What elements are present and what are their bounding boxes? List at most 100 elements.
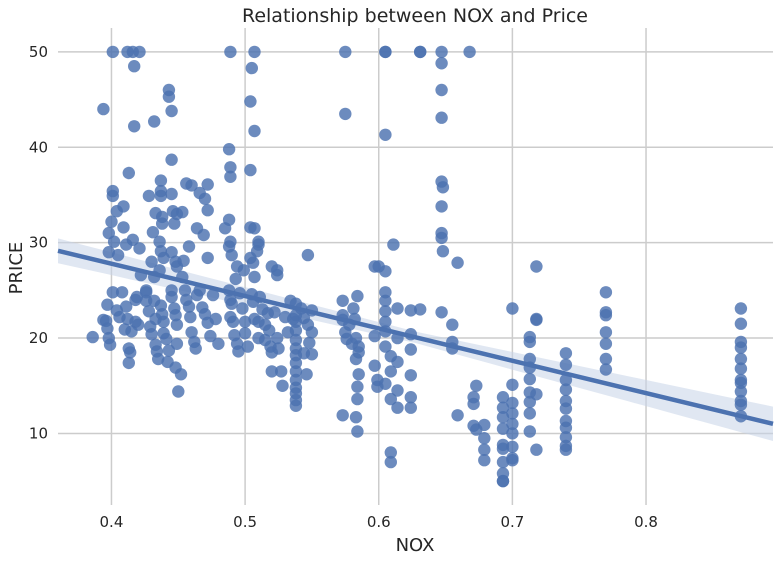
y-tick-label: 40 <box>29 138 48 156</box>
data-point <box>530 313 543 327</box>
data-point <box>414 45 427 59</box>
data-point <box>272 342 285 355</box>
data-point <box>305 326 319 339</box>
data-point <box>351 425 364 438</box>
data-point <box>435 306 448 319</box>
data-point <box>289 365 303 378</box>
data-point <box>404 343 417 356</box>
data-point <box>379 377 392 390</box>
data-point <box>347 302 360 315</box>
data-point <box>107 235 121 248</box>
data-point <box>435 45 448 59</box>
data-point <box>105 215 118 228</box>
data-point <box>248 45 261 59</box>
data-point <box>111 248 125 262</box>
data-point <box>154 189 168 203</box>
data-point <box>238 327 252 340</box>
data-point <box>336 409 349 422</box>
data-point <box>222 213 236 226</box>
data-point <box>157 315 170 328</box>
data-point <box>248 124 261 138</box>
tick-labels-layer: 0.4 0.5 0.6 0.7 0.8 10 20 30 40 50 <box>29 43 658 531</box>
x-axis-label: NOX <box>396 535 435 556</box>
data-point <box>245 61 258 75</box>
data-point <box>368 260 381 273</box>
data-point <box>384 365 397 378</box>
data-point <box>734 376 748 390</box>
data-point <box>339 107 352 121</box>
data-point <box>523 407 536 420</box>
data-point <box>352 368 365 381</box>
data-point <box>451 409 464 422</box>
data-point <box>130 290 144 304</box>
data-point <box>184 310 197 324</box>
y-tick-label: 20 <box>29 329 48 347</box>
data-point <box>289 356 303 370</box>
chart-title: Relationship between NOX and Price <box>242 5 588 27</box>
data-point <box>244 95 257 108</box>
data-point <box>162 90 176 103</box>
data-point <box>559 431 573 444</box>
data-point <box>209 312 222 326</box>
y-axis-label: PRICE <box>6 242 27 295</box>
data-point <box>391 401 404 414</box>
data-point <box>339 45 352 59</box>
data-point <box>165 104 178 118</box>
data-point <box>117 221 130 234</box>
data-point <box>268 306 281 319</box>
data-point <box>189 342 202 355</box>
data-point <box>289 333 303 347</box>
data-point <box>391 302 404 315</box>
data-point <box>734 352 748 366</box>
data-point <box>496 391 510 404</box>
data-point <box>226 315 240 328</box>
data-point <box>165 290 178 304</box>
x-tick-label: 0.7 <box>500 513 524 531</box>
data-point <box>289 324 303 337</box>
data-point <box>414 303 427 316</box>
data-point <box>152 352 165 366</box>
data-point <box>122 166 135 180</box>
data-point <box>351 392 364 406</box>
data-point <box>349 411 363 424</box>
x-tick-label: 0.6 <box>367 513 391 531</box>
data-point <box>734 341 748 354</box>
data-point <box>101 298 114 311</box>
data-point <box>734 362 748 375</box>
data-point <box>599 363 613 376</box>
data-point <box>124 346 137 359</box>
data-point <box>436 181 450 194</box>
data-point <box>506 427 519 440</box>
y-tick-label: 30 <box>29 234 48 252</box>
data-point <box>384 392 397 406</box>
data-point <box>559 347 573 360</box>
data-point <box>599 326 613 339</box>
data-point <box>237 264 250 277</box>
data-point <box>165 246 178 259</box>
data-point <box>103 338 117 351</box>
data-point <box>185 179 198 192</box>
x-tick-label: 0.8 <box>634 513 658 531</box>
data-point <box>506 302 519 315</box>
data-point <box>496 401 510 414</box>
data-point <box>506 396 519 410</box>
data-point <box>248 270 261 284</box>
data-point <box>559 421 573 434</box>
data-point <box>336 294 349 307</box>
data-point <box>478 432 491 445</box>
data-point <box>734 398 748 411</box>
data-point <box>101 322 114 335</box>
data-point <box>467 397 480 411</box>
data-point <box>351 380 364 393</box>
data-point <box>599 352 613 366</box>
data-point <box>120 300 133 313</box>
data-point <box>265 365 278 378</box>
data-point <box>97 102 110 116</box>
data-point <box>734 302 748 315</box>
data-point <box>165 187 178 201</box>
data-point <box>351 289 364 303</box>
data-point <box>182 240 196 253</box>
data-point <box>301 248 315 262</box>
data-point <box>496 455 510 469</box>
data-point <box>224 161 237 174</box>
